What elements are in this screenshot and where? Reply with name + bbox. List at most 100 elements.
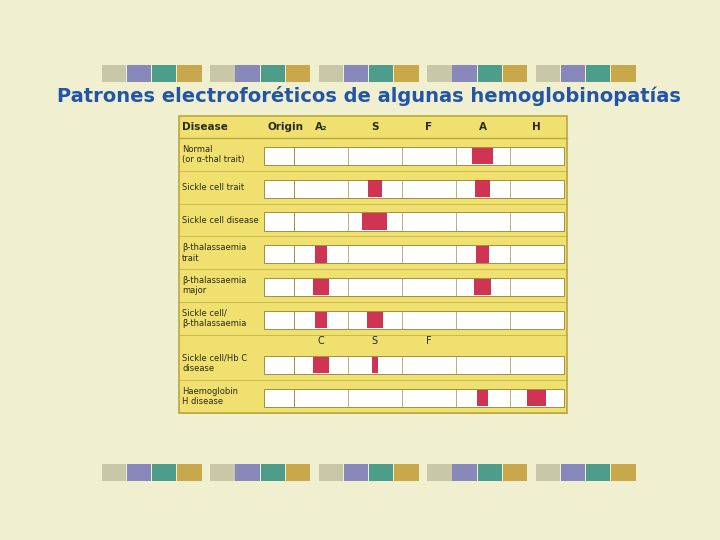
Bar — [235, 472, 260, 481]
Bar — [427, 464, 451, 472]
Bar — [319, 73, 343, 82]
Bar — [235, 464, 260, 472]
Bar — [319, 65, 343, 73]
Bar — [474, 279, 491, 295]
Bar — [286, 472, 310, 481]
Bar — [477, 464, 502, 472]
Bar — [561, 65, 585, 73]
Bar — [586, 65, 611, 73]
Text: Sickle cell trait: Sickle cell trait — [182, 183, 244, 192]
Bar — [286, 65, 310, 73]
Bar — [366, 312, 383, 328]
Text: Sickle cell/
β-thalassaemia: Sickle cell/ β-thalassaemia — [182, 309, 246, 328]
Bar — [344, 472, 368, 481]
Bar — [264, 147, 564, 165]
Bar — [586, 73, 611, 82]
Bar — [362, 213, 387, 230]
Bar — [369, 472, 393, 481]
Text: A₂: A₂ — [315, 122, 327, 132]
Bar — [152, 65, 176, 73]
Bar — [536, 464, 560, 472]
Bar — [427, 73, 451, 82]
Bar — [261, 472, 285, 481]
Bar — [394, 73, 418, 82]
Bar — [477, 73, 502, 82]
Bar — [344, 464, 368, 472]
Text: Haemoglobin
H disease: Haemoglobin H disease — [182, 387, 238, 406]
Text: Disease: Disease — [182, 122, 228, 132]
Bar — [127, 472, 151, 481]
Bar — [264, 180, 564, 198]
Text: S: S — [371, 122, 379, 132]
Text: Sickle cell disease: Sickle cell disease — [182, 215, 259, 225]
Bar — [312, 279, 329, 295]
Bar — [152, 73, 176, 82]
Bar — [344, 65, 368, 73]
Text: Origin: Origin — [267, 122, 303, 132]
Text: A: A — [479, 122, 487, 132]
Bar — [394, 65, 418, 73]
Bar — [503, 472, 527, 481]
Bar — [177, 464, 202, 472]
Bar — [319, 472, 343, 481]
Bar — [536, 472, 560, 481]
Bar — [503, 464, 527, 472]
Bar — [452, 464, 477, 472]
Bar — [210, 472, 235, 481]
Bar — [369, 464, 393, 472]
Bar — [611, 73, 636, 82]
Bar — [475, 180, 490, 197]
Bar — [477, 390, 487, 406]
Bar — [312, 357, 329, 373]
Bar — [368, 180, 382, 197]
Bar — [264, 389, 564, 407]
Bar — [264, 278, 564, 296]
Text: Normal
(or α-thal trait): Normal (or α-thal trait) — [182, 145, 245, 164]
Bar — [264, 311, 564, 329]
Bar — [561, 464, 585, 472]
Bar — [611, 464, 636, 472]
Bar — [536, 73, 560, 82]
Bar — [477, 65, 502, 73]
Bar — [286, 73, 310, 82]
Bar — [369, 65, 393, 73]
Bar — [102, 73, 126, 82]
Text: β-thalassaemia
major: β-thalassaemia major — [182, 276, 246, 295]
Bar — [127, 73, 151, 82]
Bar — [177, 65, 202, 73]
Bar — [372, 357, 378, 373]
Bar — [286, 464, 310, 472]
Bar — [177, 73, 202, 82]
Text: Sickle cell/Hb C
disease: Sickle cell/Hb C disease — [182, 354, 248, 373]
Bar — [127, 65, 151, 73]
Bar — [586, 472, 611, 481]
Text: F: F — [425, 122, 432, 132]
Bar — [452, 65, 477, 73]
Bar — [452, 73, 477, 82]
Bar — [319, 464, 343, 472]
Bar — [210, 464, 235, 472]
Bar — [472, 147, 493, 164]
Bar — [344, 73, 368, 82]
Bar — [261, 65, 285, 73]
Bar — [152, 464, 176, 472]
Bar — [264, 356, 564, 374]
Bar — [477, 472, 502, 481]
Text: S: S — [372, 336, 378, 346]
Text: C: C — [318, 336, 324, 346]
Bar — [561, 472, 585, 481]
Bar — [179, 117, 567, 413]
Text: F: F — [426, 336, 431, 346]
Bar — [102, 464, 126, 472]
Bar — [477, 246, 489, 262]
Bar — [235, 73, 260, 82]
Bar — [261, 73, 285, 82]
Bar — [177, 472, 202, 481]
Bar — [394, 464, 418, 472]
Text: H: H — [532, 122, 541, 132]
Bar — [427, 65, 451, 73]
Bar — [152, 472, 176, 481]
Bar — [315, 246, 327, 262]
Bar — [102, 65, 126, 73]
Bar — [235, 65, 260, 73]
